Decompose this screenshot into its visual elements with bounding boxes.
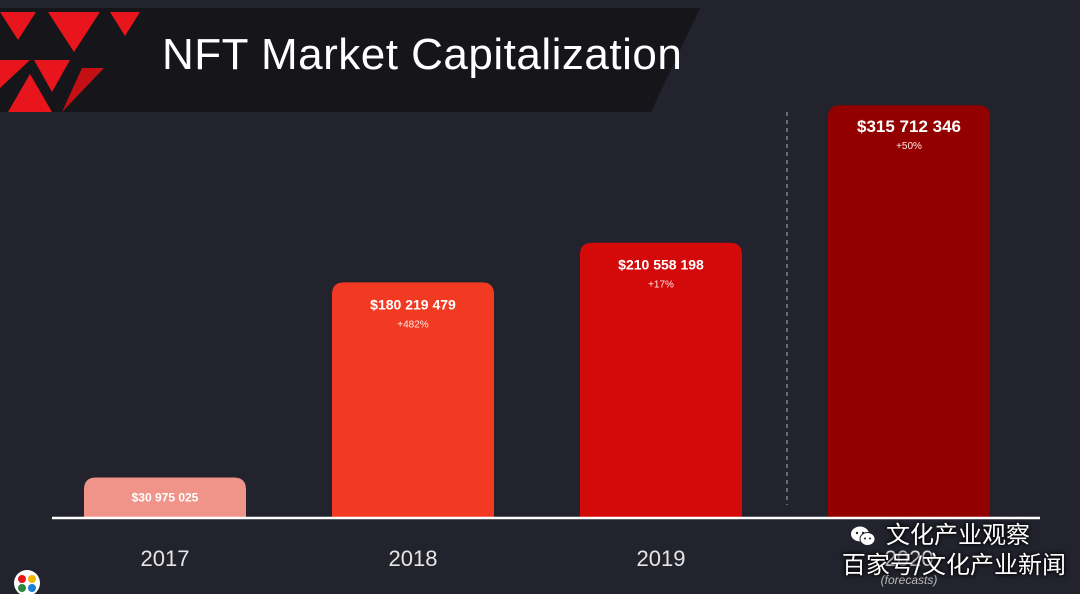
watermark-line1-row: 文化产业观察 — [842, 520, 1066, 550]
corner-badge-icon — [14, 570, 40, 594]
title-bar — [0, 8, 700, 112]
value-label-2020: $315 712 346 — [857, 117, 961, 136]
x-tick-2017: 2017 — [141, 546, 190, 571]
wechat-icon — [851, 526, 876, 546]
bar-2020 — [828, 105, 990, 518]
bar-2018 — [332, 282, 494, 518]
watermark-line2: 百家号/文化产业新闻 — [841, 551, 1066, 579]
chart-title: NFT Market Capitalization — [162, 30, 683, 79]
value-label-2018: $180 219 479 — [370, 296, 456, 312]
value-label-2019: $210 558 198 — [618, 257, 704, 273]
watermark-line1: 文化产业观察 — [886, 521, 1030, 549]
x-tick-note-2020: (forecasts) — [881, 573, 938, 587]
x-tick-2020: 2020 — [885, 546, 934, 571]
growth-label-2018: +482% — [397, 319, 429, 330]
logo-triangles-icon — [0, 12, 140, 112]
bar-2017 — [84, 477, 246, 518]
x-tick-2018: 2018 — [389, 546, 438, 571]
bar-2019 — [580, 242, 742, 519]
growth-label-2020: +50% — [896, 141, 922, 152]
watermark: 文化产业观察 百家号/文化产业新闻 — [842, 520, 1066, 580]
x-tick-2019: 2019 — [637, 546, 686, 571]
growth-label-2019: +17% — [648, 280, 674, 291]
value-label-2017: $30 975 025 — [132, 491, 199, 505]
